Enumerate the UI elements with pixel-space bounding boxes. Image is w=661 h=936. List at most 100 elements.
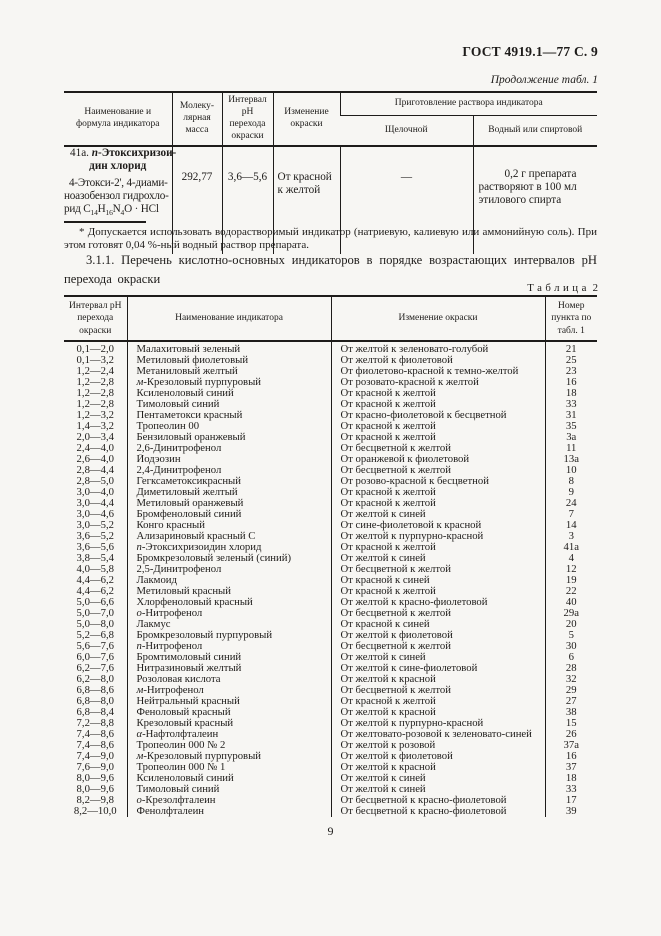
col-num-cell: 30 [544,641,597,652]
col-num-cell: 37а [544,740,597,751]
col-change-cell: От розово-красной к бесцветной [330,476,545,487]
col-num-cell: 33 [544,784,597,795]
col-name-cell: Метиловый красный [126,586,331,597]
col-interval-cell: 6,8—8,0 [76,696,114,707]
col-interval-cell: 5,0—6,6 [76,597,114,608]
col-change-cell: От розовато-красной к желтой [330,377,545,388]
col-interval-cell: 3,0—4,4 [76,498,114,509]
col-interval-cell: 1,2—2,4 [76,366,114,377]
table-row: 2,8—5,0 Гегксаметоксикрасный От розово-кра… [64,476,597,487]
col-change-cell: От бесцветной к желтой [330,608,545,619]
col-num-cell: 14 [544,520,597,531]
col-change-cell: От желтой к пурпурно-красной [330,718,545,729]
col-change-cell: От желтой к фиолетовой [330,751,545,762]
table-row: 8,0—9,6 Тимоловый синий От желтой к синей 3… [64,784,597,795]
col-name-cell: Конго красный [126,520,331,531]
col-change-cell: От фиолетово-красной к темно-желтой [330,366,545,377]
col-change-cell: От бесцветной к желтой [330,443,545,454]
col-name-cell: Ксиленоловый синий [126,388,331,399]
table-1-header: Наименование и формула индикатора Молеку… [64,92,598,147]
col-name-cell: Лакмоид [126,575,331,586]
col-interval-cell: 2,4—4,0 [76,443,114,454]
col-change-cell: От красной к желтой [330,432,545,443]
table-row: 2,6—4,0 Йодэозин От оранжевой к фиолетовой… [64,454,597,465]
col-num-cell: 16 [544,751,597,762]
table2-body: 0,1—2,0 Малахитовый зеленый От желтой к зе… [64,341,597,817]
col-change-cell: От желтой к синей [330,652,545,663]
col-num-cell: 9 [544,487,597,498]
section-3-1-1-paragraph: 3.1.1. Перечень кислотно-основных индика… [64,253,597,286]
col-num-cell: 31 [544,410,597,421]
table-row: 6,8—8,0 Нейтральный красный От красной к ж… [64,696,597,707]
col-name-cell: Тропеолин 000 № 2 [126,740,331,751]
table-row: 4,4—6,2 Лакмоид От красной к синей 19 [64,575,597,586]
col-interval-cell: 1,2—2,8 [76,388,114,399]
col-interval-cell: 7,6—9,0 [76,762,114,773]
col-change-cell: От бесцветной к желтой [330,641,545,652]
col-interval-cell: 5,0—8,0 [76,619,114,630]
col-num-cell: 13а [544,454,597,465]
col-interval-cell: 3,0—4,0 [76,487,114,498]
col-interval-cell: 4,4—6,2 [76,586,114,597]
col-num-cell: 22 [544,586,597,597]
col-change-cell: От желтой к сине-фиолетовой [330,663,545,674]
col-interval-cell: 6,2—7,6 [76,663,114,674]
col-change-cell: От красно-фиолетовой к бесцветной [330,410,545,421]
col-name-cell: Розоловая кислота [126,674,331,685]
col-name-cell: Диметиловый желтый [126,487,331,498]
col-interval-cell: 2,0—3,4 [76,432,114,443]
ph-interval-cell: 3,6—5,6 [221,146,273,254]
t2-col-interval: Интервал pH перехода окраски [64,296,127,342]
col-num-cell: 20 [544,619,597,630]
col-name-cell: Ксиленоловый синий [126,773,331,784]
col-interval-cell: 7,4—8,6 [76,740,114,751]
col-num-cell: 3 [544,531,597,542]
table-row: 6,0—7,6 Бромтимоловый синий От желтой к си… [64,652,597,663]
col-change-cell: От красной к желтой [330,498,545,509]
col-num-cell: 18 [544,388,597,399]
col-name-cell: Тимоловый синий [126,399,331,410]
col-num-cell: 27 [544,696,597,707]
table-row: 7,2—8,8 Крезоловый красный От желтой к пур… [64,718,597,729]
col-change-cell: От красной к желтой [330,696,545,707]
col-num-cell: 29а [544,608,597,619]
col-num-cell: 35 [544,421,597,432]
col-interval-cell: 0,1—2,0 [76,343,114,355]
col-num-cell: 23 [544,366,597,377]
col-interval-cell: 3,0—5,2 [76,520,114,531]
table-row: 5,0—8,0 Лакмус От красной к синей 20 [64,619,597,630]
table-row: 1,2—2,8 Тимоловый синий От красной к желто… [64,399,597,410]
alkaline-solution-cell: — [339,146,473,254]
col-interval-cell: 6,0—7,6 [76,652,114,663]
col-interval-cell: 8,2—10,0 [73,806,117,817]
t2-col-name: Наименование индикатора [126,296,331,342]
aqueous-solution-cell: 0,2 г препарата раство­ряют в 100 мл эти… [472,146,598,254]
table-row: 5,2—6,8 Бромкрезоловый пурпуровый От желто… [64,630,597,641]
indicator-name-cell: 41а. п-Этоксихризои- дин хлорид 4-Этокси… [64,146,176,254]
table-row: 4,0—5,8 2,5-Динитрофенол От бесцветной к ж… [64,564,597,575]
col-change-cell: От красной к синей [330,619,545,630]
col-interval-cell: 3,6—5,6 [76,542,114,553]
col-name-cell: Малахитовый зеленый [126,341,331,355]
table-row: 6,8—8,6 м-Нитрофенол От бесцветной к желто… [64,685,597,696]
table-row: 0,1—3,2 Метиловый фиолетовый От желтой к ф… [64,355,597,366]
col-interval-cell: 3,8—5,4 [76,553,114,564]
col-name-cell: Тропеолин 000 № 1 [126,762,331,773]
col-name-cell: 2,6-Динитрофенол [126,443,331,454]
table-row: 3,6—5,2 Ализариновый красный С От желтой к… [64,531,597,542]
col-name-cell: 2,4-Динитрофенол [126,465,331,476]
col-name-cell: Нейтральный красный [126,696,331,707]
col-change-cell: От сине-фиолетовой к красной [330,520,545,531]
table-row: 2,0—3,4 Бензиловый оранжевый От красной к … [64,432,597,443]
col-num-cell: 8 [544,476,597,487]
indicator-formula: 4-Этокси-2', 4-диами- ноазобензол гидрох… [64,177,169,218]
table-row: 5,0—6,6 Хлорфеноловый красный От желтой к … [64,597,597,608]
table-row: 4,4—6,2 Метиловый красный От красной к жел… [64,586,597,597]
col-num-cell: 38 [544,707,597,718]
table-row: 3,0—4,4 Метиловый оранжевый От красной к ж… [64,498,597,509]
col-change-cell: От желтовато-розовой к зеленовато-синей [330,729,545,740]
t1-col-mass: Молеку­лярная масса [171,92,222,147]
col-name-cell: 2,5-Динитрофенол [126,564,331,575]
footnote-text: * Допускается использовать водорастворим… [64,226,597,251]
